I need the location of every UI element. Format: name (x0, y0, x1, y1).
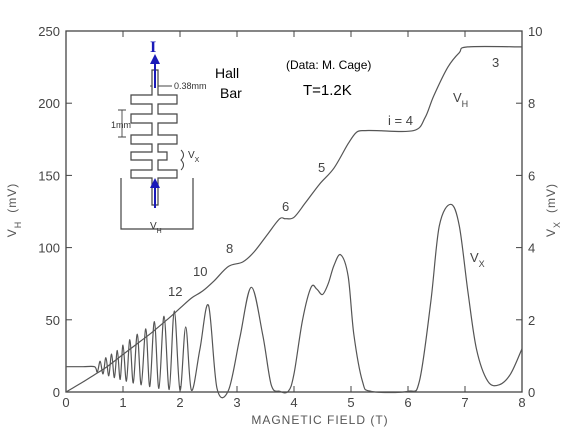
y-axis-right-label: VX(mV) (544, 183, 562, 237)
inset-vh-label: VH (150, 221, 162, 235)
y-left-tick-label: 50 (46, 313, 60, 328)
y-left-tick-label: 250 (38, 24, 60, 39)
plateau-3: 3 (492, 55, 499, 70)
y-right-unit: (mV) (544, 183, 558, 213)
plateau-6: 6 (282, 199, 289, 214)
vx-brace (180, 149, 184, 171)
y-axis-left-label: VH(mV) (5, 183, 23, 238)
y-right-tick-label: 10 (528, 24, 542, 39)
x-tick-label: 0 (62, 395, 69, 410)
curves (65, 45, 523, 399)
hall-bar-inset (118, 69, 194, 230)
x-tick-label: 1 (119, 395, 126, 410)
hall-bar-line2: Bar (220, 85, 242, 101)
y-left-sub: H (13, 221, 23, 229)
hall-bar-outline (130, 69, 178, 206)
data-credit: (Data: M. Cage) (286, 58, 371, 72)
y-left-tick-label: 200 (38, 96, 60, 111)
plateau-5: 5 (318, 160, 325, 175)
temperature: T=1.2K (303, 82, 352, 99)
label-vh: VH (453, 90, 468, 109)
x-tick-label: 6 (404, 395, 411, 410)
y-left-tick-label: 100 (38, 241, 60, 256)
label-vx: VX (470, 250, 485, 269)
hall-bar-line1: Hall (215, 65, 239, 81)
y-right-tick-label: 8 (528, 96, 535, 111)
x-tick-label: 4 (290, 395, 297, 410)
plateau-12: 12 (168, 284, 182, 299)
plateau-10: 10 (193, 264, 207, 279)
x-axis-label: MAGNETIC FIELD (T) (251, 413, 388, 427)
x-tick-label: 8 (518, 395, 525, 410)
inset-vx-label: VX (188, 150, 200, 164)
width-dim-label: 0.38mm (174, 81, 207, 91)
hall-bar-leads (120, 178, 194, 230)
x-tick-label: 7 (461, 395, 468, 410)
current-label: I (150, 39, 156, 56)
plateau-8: 8 (226, 241, 233, 256)
y-right-sub: X (552, 221, 562, 228)
y-right-tick-label: 6 (528, 168, 535, 183)
x-tick-label: 2 (176, 395, 183, 410)
length-dim-label: 1mm (111, 120, 131, 130)
y-left-tick-label: 0 (53, 385, 60, 400)
current-arrowhead-bottom (150, 178, 160, 188)
length-dim (118, 109, 126, 138)
plateau-4: i = 4 (388, 113, 413, 128)
series-line-vx (65, 203, 523, 399)
y-right-tick-label: 4 (528, 241, 535, 256)
current-arrows (150, 54, 160, 208)
y-right-tick-label: 0 (528, 385, 535, 400)
series-line-vh (65, 45, 523, 393)
y-left-unit: (mV) (5, 183, 19, 213)
y-left-tick-label: 150 (38, 168, 60, 183)
y-right-tick-label: 2 (528, 313, 535, 328)
x-tick-label: 5 (347, 395, 354, 410)
current-arrowhead-top (150, 54, 160, 64)
plot-frame (65, 30, 523, 393)
x-tick-label: 3 (233, 395, 240, 410)
